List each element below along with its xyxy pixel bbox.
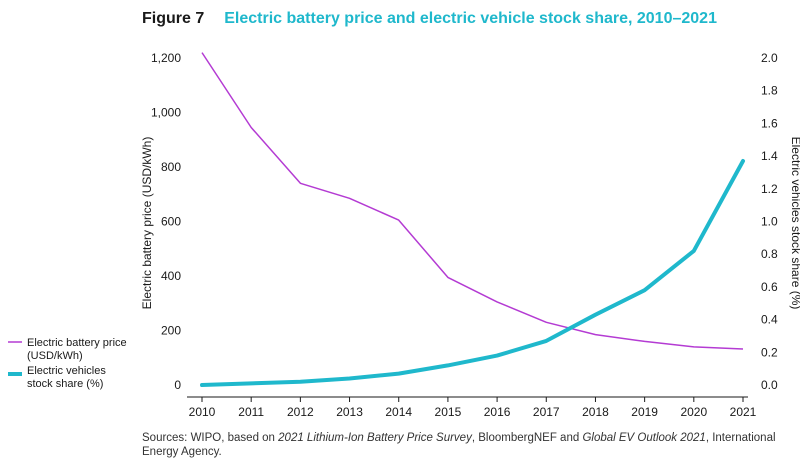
y-right-tick-label: 0.0 (761, 378, 778, 392)
x-tick-label: 2010 (189, 405, 216, 419)
x-tick-label: 2014 (385, 405, 412, 419)
figure-label: Figure 7 (142, 10, 205, 27)
y-right-tick-label: 0.6 (761, 280, 778, 294)
x-tick-label: 2011 (238, 405, 264, 419)
y-left-tick-label: 0 (174, 378, 181, 392)
source-prefix: Sources: WIPO, based on (142, 432, 279, 444)
y-left-tick-label: 400 (161, 269, 181, 283)
x-tick-label: 2020 (680, 405, 707, 419)
y-right-tick-label: 1.0 (761, 215, 778, 229)
y-left-tick-label: 200 (161, 324, 181, 338)
source-note: Sources: WIPO, based on 2021 Lithium-Ion… (142, 431, 792, 459)
x-tick-label: 2018 (582, 405, 609, 419)
x-tick-label: 2017 (533, 405, 560, 419)
source-italic-2: Global EV Outlook 2021 (582, 432, 706, 444)
series-line-ev-stock-share (200, 159, 745, 387)
x-tick-label: 2019 (631, 405, 658, 419)
figure-title: Electric battery price and electric vehi… (224, 10, 717, 27)
y-left-tick-label: 600 (161, 215, 181, 229)
legend-label-battery-line1: Electric battery price (27, 337, 127, 349)
x-tick-label: 2013 (336, 405, 363, 419)
y-left-tick-label: 800 (161, 160, 181, 174)
y-left-tick-label: 1,000 (151, 106, 181, 120)
y-axis-right-title: Electric vehicles stock share (%) (789, 137, 800, 310)
source-middle: , BloombergNEF and (471, 432, 583, 444)
source-italic-1: 2021 Lithium-Ion Battery Price Survey (278, 432, 472, 444)
y-right-tick-label: 0.2 (761, 345, 778, 359)
legend-label-ev-line2: stock share (%) (27, 378, 103, 390)
y-axis-right: 0.0 0.2 0.4 0.6 0.8 1.0 1.2 1.4 1.6 1.8 2.0 (761, 51, 778, 392)
legend: Electric battery price (USD/kWh) Electri… (8, 337, 127, 390)
legend-label-battery-line2: (USD/kWh) (27, 350, 83, 362)
y-right-tick-label: 2.0 (761, 51, 778, 65)
x-tick-label: 2015 (435, 405, 462, 419)
y-right-tick-label: 1.2 (761, 182, 778, 196)
y-right-tick-label: 1.6 (761, 116, 778, 130)
y-axis-left-title: Electric battery price (USD/kWh) (140, 137, 154, 310)
x-tick-label: 2012 (287, 405, 314, 419)
y-left-tick-label: 1,200 (151, 51, 181, 65)
x-tick-label: 2016 (484, 405, 511, 419)
y-right-tick-label: 0.8 (761, 247, 778, 261)
figure-header: Figure 7 Electric battery price and elec… (142, 10, 717, 34)
x-axis: 2010 2011 2012 2013 2014 2015 2016 2017 2018 2019… (187, 396, 757, 419)
source-suffix: , International Energy Agency. (142, 432, 776, 458)
series-line-battery-price (201, 52, 744, 350)
y-right-tick-label: 1.8 (761, 84, 778, 98)
y-right-tick-label: 0.4 (761, 313, 778, 327)
y-axis-left: 0 200 400 600 800 1,000 1,200 (151, 51, 181, 392)
x-tick-label: 2021 (730, 405, 757, 419)
y-right-tick-label: 1.4 (761, 149, 778, 163)
legend-label-ev-line1: Electric vehicles (27, 365, 106, 377)
